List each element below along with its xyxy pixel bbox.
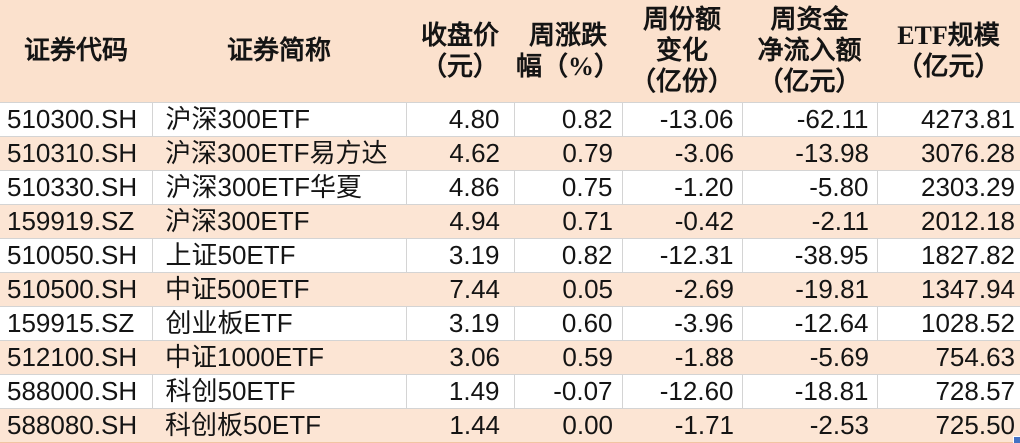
cell-security-name[interactable]: 沪深300ETF <box>152 102 407 137</box>
cell-close-price[interactable]: 3.19 <box>406 306 515 342</box>
cell-close-price[interactable]: 4.62 <box>406 136 514 171</box>
column-header-code[interactable]: 证券代码 <box>0 0 152 103</box>
cell-share-change[interactable]: -13.06 <box>622 102 743 137</box>
cell-security-code[interactable]: 510050.SH <box>0 238 153 273</box>
cell-net-inflow[interactable]: -12.64 <box>742 306 878 342</box>
table-row: 588000.SH 科创50ETF 1.49 -0.07 -12.60 -18.… <box>0 374 1020 410</box>
cell-etf-scale[interactable]: 1028.52 <box>877 306 1020 342</box>
table-header-row: 证券代码 证券简称 收盘价 （元） 周涨跌 幅（%） 周份额 变化 （亿份） 周… <box>0 0 1020 103</box>
selection-fill-handle[interactable] <box>1013 436 1020 443</box>
cell-net-inflow[interactable]: -5.69 <box>742 340 877 376</box>
table-row: 510050.SH 上证50ETF 3.19 0.82 -12.31 -38.9… <box>0 238 1020 273</box>
cell-share-change[interactable]: -1.71 <box>622 408 742 443</box>
table-row: 510500.SH 中证500ETF 7.44 0.05 -2.69 -19.8… <box>0 272 1020 308</box>
cell-week-change[interactable]: 0.71 <box>514 204 622 239</box>
cell-week-change[interactable]: 0.82 <box>514 102 623 137</box>
cell-close-price[interactable]: 4.86 <box>406 170 515 205</box>
cell-security-name[interactable]: 科创50ETF <box>152 374 407 410</box>
cell-security-name[interactable]: 创业板ETF <box>152 306 407 342</box>
cell-close-price[interactable]: 4.80 <box>406 102 515 137</box>
cell-security-code[interactable]: 159915.SZ <box>0 306 153 342</box>
cell-week-change[interactable]: 0.79 <box>514 136 622 171</box>
table-row: 588080.SH 科创板50ETF 1.44 0.00 -1.71 -2.53… <box>0 408 1020 443</box>
cell-net-inflow[interactable]: -62.11 <box>742 102 878 137</box>
cell-share-change[interactable]: -3.06 <box>622 136 742 171</box>
cell-security-name[interactable]: 上证50ETF <box>152 238 407 273</box>
table-row: 510300.SH 沪深300ETF 4.80 0.82 -13.06 -62.… <box>0 102 1020 137</box>
cell-security-code[interactable]: 512100.SH <box>0 340 152 376</box>
cell-close-price[interactable]: 3.06 <box>406 340 514 376</box>
cell-share-change[interactable]: -3.96 <box>622 306 743 342</box>
cell-week-change[interactable]: 0.05 <box>514 272 622 308</box>
cell-etf-scale[interactable]: 728.57 <box>877 374 1020 410</box>
cell-close-price[interactable]: 7.44 <box>406 272 514 308</box>
cell-etf-scale[interactable]: 725.50 <box>877 408 1020 443</box>
cell-security-code[interactable]: 588000.SH <box>0 374 153 410</box>
cell-share-change[interactable]: -1.20 <box>622 170 743 205</box>
cell-security-code[interactable]: 510330.SH <box>0 170 153 205</box>
cell-net-inflow[interactable]: -2.11 <box>742 204 877 239</box>
cell-etf-scale[interactable]: 754.63 <box>877 340 1020 376</box>
table-body: 510300.SH 沪深300ETF 4.80 0.82 -13.06 -62.… <box>0 102 1020 443</box>
cell-security-name[interactable]: 沪深300ETF华夏 <box>152 170 407 205</box>
column-header-net-inflow[interactable]: 周资金 净流入额 （亿元） <box>742 0 877 103</box>
cell-week-change[interactable]: 0.75 <box>514 170 623 205</box>
table-row: 512100.SH 中证1000ETF 3.06 0.59 -1.88 -5.6… <box>0 340 1020 376</box>
column-header-week-change[interactable]: 周涨跌 幅（%） <box>514 0 622 103</box>
cell-net-inflow[interactable]: -2.53 <box>742 408 877 443</box>
cell-etf-scale[interactable]: 1347.94 <box>877 272 1020 308</box>
cell-week-change[interactable]: 0.59 <box>514 340 622 376</box>
table-row: 159915.SZ 创业板ETF 3.19 0.60 -3.96 -12.64 … <box>0 306 1020 342</box>
cell-close-price[interactable]: 1.49 <box>406 374 515 410</box>
cell-week-change[interactable]: -0.07 <box>514 374 623 410</box>
cell-etf-scale[interactable]: 2303.29 <box>877 170 1020 205</box>
cell-share-change[interactable]: -1.88 <box>622 340 742 376</box>
table-row: 510330.SH 沪深300ETF华夏 4.86 0.75 -1.20 -5.… <box>0 170 1020 205</box>
cell-security-name[interactable]: 沪深300ETF易方达 <box>152 136 406 171</box>
cell-security-code[interactable]: 159919.SZ <box>0 204 152 239</box>
cell-etf-scale[interactable]: 4273.81 <box>877 102 1020 137</box>
cell-net-inflow[interactable]: -38.95 <box>742 238 878 273</box>
cell-net-inflow[interactable]: -19.81 <box>742 272 877 308</box>
cell-close-price[interactable]: 1.44 <box>406 408 514 443</box>
cell-net-inflow[interactable]: -18.81 <box>742 374 878 410</box>
cell-net-inflow[interactable]: -5.80 <box>742 170 878 205</box>
column-header-etf-scale[interactable]: ETF规模 （亿元） <box>877 0 1020 103</box>
cell-share-change[interactable]: -12.60 <box>622 374 743 410</box>
cell-week-change[interactable]: 0.00 <box>514 408 622 443</box>
cell-etf-scale[interactable]: 3076.28 <box>877 136 1020 171</box>
table-row: 159919.SZ 沪深300ETF 4.94 0.71 -0.42 -2.11… <box>0 204 1020 239</box>
cell-security-code[interactable]: 510310.SH <box>0 136 152 171</box>
cell-security-name[interactable]: 科创板50ETF <box>152 408 406 443</box>
cell-close-price[interactable]: 4.94 <box>406 204 514 239</box>
cell-security-name[interactable]: 中证500ETF <box>152 272 406 308</box>
cell-share-change[interactable]: -2.69 <box>622 272 742 308</box>
column-header-name[interactable]: 证券简称 <box>152 0 406 103</box>
cell-security-name[interactable]: 沪深300ETF <box>152 204 406 239</box>
cell-etf-scale[interactable]: 1827.82 <box>877 238 1020 273</box>
cell-security-name[interactable]: 中证1000ETF <box>152 340 406 376</box>
cell-security-code[interactable]: 510500.SH <box>0 272 152 308</box>
cell-security-code[interactable]: 588080.SH <box>0 408 152 443</box>
cell-etf-scale[interactable]: 2012.18 <box>877 204 1020 239</box>
table-row: 510310.SH 沪深300ETF易方达 4.62 0.79 -3.06 -1… <box>0 136 1020 171</box>
cell-security-code[interactable]: 510300.SH <box>0 102 153 137</box>
cell-week-change[interactable]: 0.60 <box>514 306 623 342</box>
column-header-close-price[interactable]: 收盘价 （元） <box>406 0 514 103</box>
column-header-share-change[interactable]: 周份额 变化 （亿份） <box>622 0 742 103</box>
cell-share-change[interactable]: -12.31 <box>622 238 743 273</box>
cell-share-change[interactable]: -0.42 <box>622 204 742 239</box>
cell-net-inflow[interactable]: -13.98 <box>742 136 877 171</box>
cell-close-price[interactable]: 3.19 <box>406 238 515 273</box>
cell-week-change[interactable]: 0.82 <box>514 238 623 273</box>
